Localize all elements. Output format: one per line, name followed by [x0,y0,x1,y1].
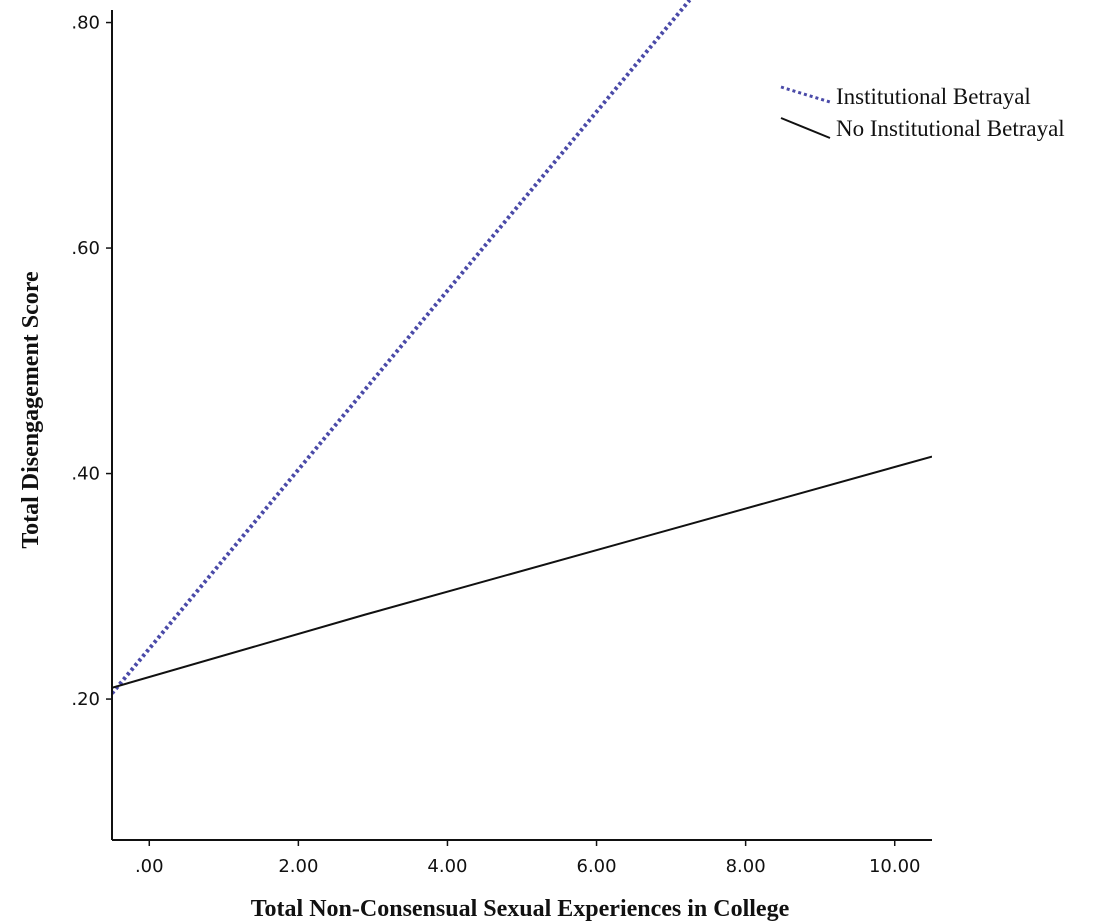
y-tick-label: .40 [71,464,100,485]
x-tick-label: 2.00 [278,856,318,877]
x-axis-title: Total Non-Consensual Sexual Experiences … [251,896,790,922]
y-axis-title: Total Disengagement Score [18,271,44,549]
legend-label-institutional-betrayal: Institutional Betrayal [836,84,1031,109]
y-tick-label: .60 [71,238,100,259]
x-tick-label: 6.00 [577,856,617,877]
series-line-institutional-betrayal [112,0,690,693]
x-tick-label: 8.00 [726,856,766,877]
x-tick-label: 10.00 [869,856,921,877]
legend-swatch-no-institutional-betrayal [781,118,830,138]
y-tick-label: .20 [71,689,100,710]
x-tick-label: .00 [135,856,164,877]
x-tick-label: 4.00 [427,856,467,877]
y-tick-label: .80 [71,13,100,34]
legend-swatch-institutional-betrayal [781,87,830,102]
series-line-no-institutional-betrayal [112,457,932,688]
legend: Institutional Betrayal No Institutional … [781,84,1065,141]
legend-label-no-institutional-betrayal: No Institutional Betrayal [836,116,1065,141]
